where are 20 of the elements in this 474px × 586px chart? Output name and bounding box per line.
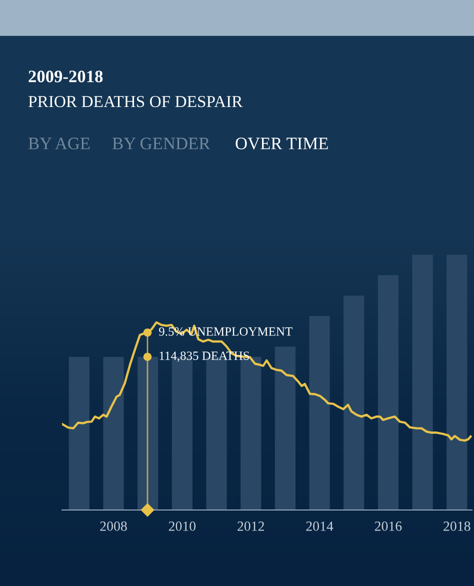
x-tick-label: 2018 [444, 522, 470, 531]
x-tick-label: 2012 [238, 522, 264, 531]
chart-title: 2009-2018 [28, 70, 103, 82]
bar [412, 254, 433, 510]
text: OVER TIME [236, 138, 328, 150]
chart-subtitle: PRIOR DEATHS OF DESPAIR [28, 96, 243, 108]
bar [68, 356, 90, 510]
annotation: 114,835 DEATHS [160, 352, 250, 362]
x-tick-label: 2016 [374, 522, 402, 531]
text: BY AGE [28, 138, 90, 150]
bar [309, 316, 330, 510]
x-tick-label: 2014 [306, 522, 334, 531]
bar [344, 296, 364, 510]
bar [274, 346, 296, 510]
bar [446, 254, 468, 510]
bar [378, 275, 399, 510]
x-tick-label: 2008 [100, 522, 127, 531]
bar [103, 356, 124, 510]
x-tick-label: 2010 [168, 522, 196, 531]
text: BY GENDER [112, 138, 210, 150]
